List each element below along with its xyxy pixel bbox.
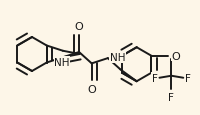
- Text: NH: NH: [109, 53, 125, 63]
- Text: F: F: [151, 73, 157, 83]
- Text: F: F: [184, 73, 190, 83]
- Text: O: O: [171, 51, 179, 61]
- Text: O: O: [87, 85, 96, 95]
- Text: NH: NH: [54, 57, 69, 67]
- Text: O: O: [74, 22, 83, 32]
- Text: F: F: [168, 92, 173, 102]
